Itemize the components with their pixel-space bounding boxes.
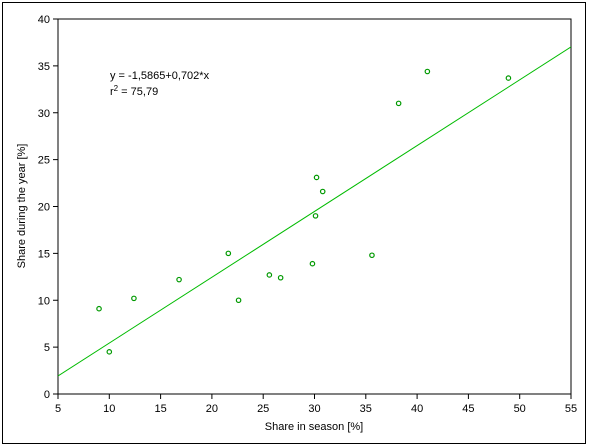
x-tick-label: 20 (206, 403, 218, 415)
data-point (395, 100, 402, 107)
regression-line (58, 46, 571, 377)
y-tick-label: 40 (38, 14, 50, 26)
x-tick-label: 55 (565, 403, 577, 415)
y-tick-label: 30 (38, 108, 50, 120)
data-point (131, 295, 137, 302)
data-point (309, 260, 316, 267)
x-tick-label: 10 (103, 403, 115, 415)
x-tick-labels: 5 10 15 20 25 30 35 40 45 50 55 (55, 403, 577, 415)
y-tick-label: 0 (44, 389, 50, 401)
regression-equation: y = -1,5865+0,702*x (110, 70, 210, 82)
data-point (225, 250, 232, 257)
data-point (266, 272, 273, 278)
data-point (277, 274, 284, 281)
y-tick-label: 35 (38, 61, 50, 73)
y-tick-labels: 0 5 10 15 20 25 30 35 40 (38, 14, 50, 401)
y-tick-label: 10 (38, 295, 50, 307)
x-tick-label: 40 (411, 403, 423, 415)
axis-ticks (53, 18, 572, 399)
x-tick-label: 50 (514, 403, 526, 415)
data-point (319, 188, 326, 195)
y-tick-label: 15 (38, 248, 50, 260)
data-point (424, 68, 431, 75)
x-tick-label: 45 (462, 403, 474, 415)
data-point (96, 305, 102, 312)
data-points (96, 68, 512, 355)
y-axis-title: Share during the year [%] (16, 144, 28, 269)
data-point (106, 349, 113, 355)
data-point (235, 297, 242, 304)
data-point (313, 174, 320, 181)
y-tick-label: 25 (38, 155, 50, 167)
r-squared-label: r2 = 75,79 (110, 84, 158, 98)
y-tick-label: 5 (44, 342, 50, 354)
x-tick-label: 25 (257, 403, 269, 415)
x-axis-title: Share in season [%] (265, 421, 363, 433)
data-point (312, 213, 319, 219)
chart-frame (2, 2, 586, 444)
data-point (505, 75, 512, 81)
x-tick-label: 15 (154, 403, 166, 415)
x-tick-label: 30 (308, 403, 320, 415)
y-tick-label: 20 (38, 202, 50, 214)
data-point (369, 252, 375, 259)
x-tick-label: 5 (55, 403, 61, 415)
data-point (176, 276, 182, 283)
x-tick-label: 35 (360, 403, 372, 415)
